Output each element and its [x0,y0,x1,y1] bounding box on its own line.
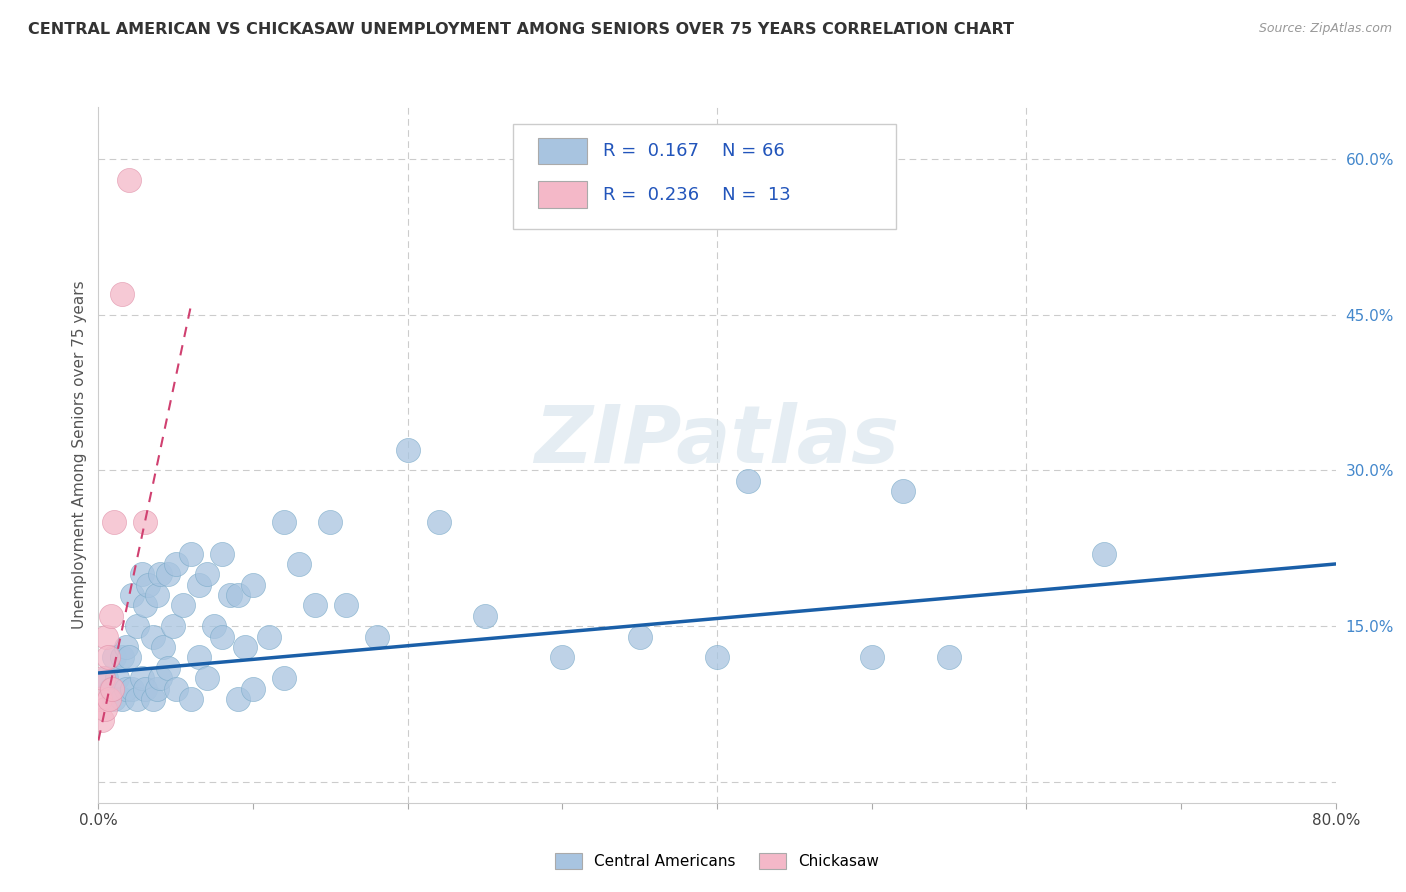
Point [93,702,115,716]
Point [891,484,914,499]
Point [195,671,218,685]
Point [146,588,169,602]
Point [118,650,141,665]
Point [211,547,233,561]
Point [938,650,960,665]
Point [157,567,180,582]
Point [98,692,121,706]
Text: ZIPatlas: ZIPatlas [534,402,900,480]
Point [211,630,233,644]
Point [180,547,202,561]
Point [89,692,111,706]
Point [257,630,280,644]
Point [474,608,496,623]
Point [188,650,211,665]
Bar [537,137,588,164]
Y-axis label: Unemployment Among Seniors over 75 years: Unemployment Among Seniors over 75 years [72,281,87,629]
Point [142,692,165,706]
Text: CENTRAL AMERICAN VS CHICKASAW UNEMPLOYMENT AMONG SENIORS OVER 75 YEARS CORRELATI: CENTRAL AMERICAN VS CHICKASAW UNEMPLOYME… [28,22,1014,37]
Point [111,692,134,706]
Text: R =  0.236    N =  13: R = 0.236 N = 13 [603,186,792,204]
Point [226,588,249,602]
Point [188,578,211,592]
Point [273,671,295,685]
Point [134,681,156,696]
Point [121,588,143,602]
Legend: Central Americans, Chickasaw: Central Americans, Chickasaw [548,847,886,875]
Point [157,661,180,675]
Point [235,640,257,654]
Point [103,692,125,706]
Point [149,567,172,582]
Point [204,619,226,633]
Point [304,599,326,613]
Point [165,681,187,696]
Point [131,567,153,582]
Point [146,681,169,696]
Point [273,516,295,530]
Point [103,650,125,665]
Point [219,588,242,602]
Point [226,692,249,706]
Point [134,516,156,530]
Point [121,681,143,696]
Point [242,578,264,592]
Point [335,599,357,613]
Point [97,650,120,665]
Point [319,516,342,530]
Point [96,630,118,644]
Point [1092,547,1115,561]
Point [136,578,159,592]
Point [180,692,202,706]
Point [165,557,187,571]
Point [111,650,134,665]
Point [105,671,128,685]
Text: Source: ZipAtlas.com: Source: ZipAtlas.com [1258,22,1392,36]
Point [115,640,138,654]
Point [366,630,388,644]
Point [737,474,759,488]
Point [103,516,125,530]
Point [162,619,184,633]
Point [551,650,574,665]
Point [100,608,122,623]
FancyBboxPatch shape [513,124,897,229]
Point [127,619,149,633]
Bar [537,181,588,208]
Point [427,516,450,530]
Point [111,287,134,301]
Point [131,671,153,685]
Point [134,599,156,613]
Point [115,681,138,696]
Point [149,671,172,685]
Point [195,567,218,582]
Point [100,681,122,696]
Point [118,172,141,186]
Point [628,630,651,644]
Point [396,442,419,457]
Point [242,681,264,696]
Text: R =  0.167    N = 66: R = 0.167 N = 66 [603,142,785,160]
Point [142,630,165,644]
Point [173,599,195,613]
Point [90,713,112,727]
Point [91,671,114,685]
Point [706,650,728,665]
Point [101,681,124,696]
Point [860,650,883,665]
Point [127,692,149,706]
Point [96,671,118,685]
Point [288,557,311,571]
Point [152,640,174,654]
